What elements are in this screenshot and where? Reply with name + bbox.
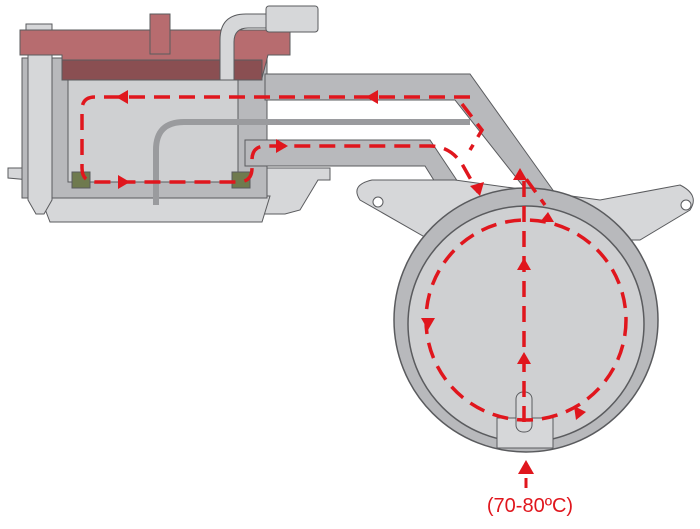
lid-rim bbox=[61, 59, 263, 81]
flow-arrow-icon bbox=[118, 175, 130, 189]
inner-tube bbox=[153, 119, 470, 205]
upper-housing bbox=[7, 5, 470, 223]
ear-hole-left bbox=[372, 196, 384, 208]
seal-left bbox=[71, 171, 91, 189]
elbow-nut bbox=[265, 5, 319, 33]
flow-arrow-icon bbox=[421, 318, 435, 330]
temperature-label: (70-80ºC) bbox=[486, 495, 574, 517]
flow-arrow-icon bbox=[574, 406, 586, 420]
flow-path-down bbox=[460, 102, 485, 151]
flow-path-riser bbox=[522, 170, 547, 422]
flow-arrows bbox=[116, 90, 586, 474]
flow-arrow-icon bbox=[517, 352, 531, 364]
flow-arrow-icon bbox=[276, 139, 288, 153]
flow-arrow-icon bbox=[513, 168, 527, 180]
flow-arrow-icon bbox=[366, 90, 378, 104]
flow-arrow-icon bbox=[470, 182, 484, 196]
inlet-arrow-icon bbox=[518, 460, 534, 474]
flow-arrow-icon bbox=[540, 212, 554, 222]
flow-arrow-icon bbox=[116, 90, 128, 104]
lid-top-fitting bbox=[149, 13, 171, 55]
flow-arrow-icon bbox=[517, 258, 531, 270]
seal-right bbox=[231, 171, 251, 189]
ear-hole-right bbox=[680, 199, 692, 211]
lower-chamber bbox=[356, 179, 694, 453]
flow-path-top bbox=[80, 95, 480, 193]
left-bolt bbox=[27, 29, 53, 215]
